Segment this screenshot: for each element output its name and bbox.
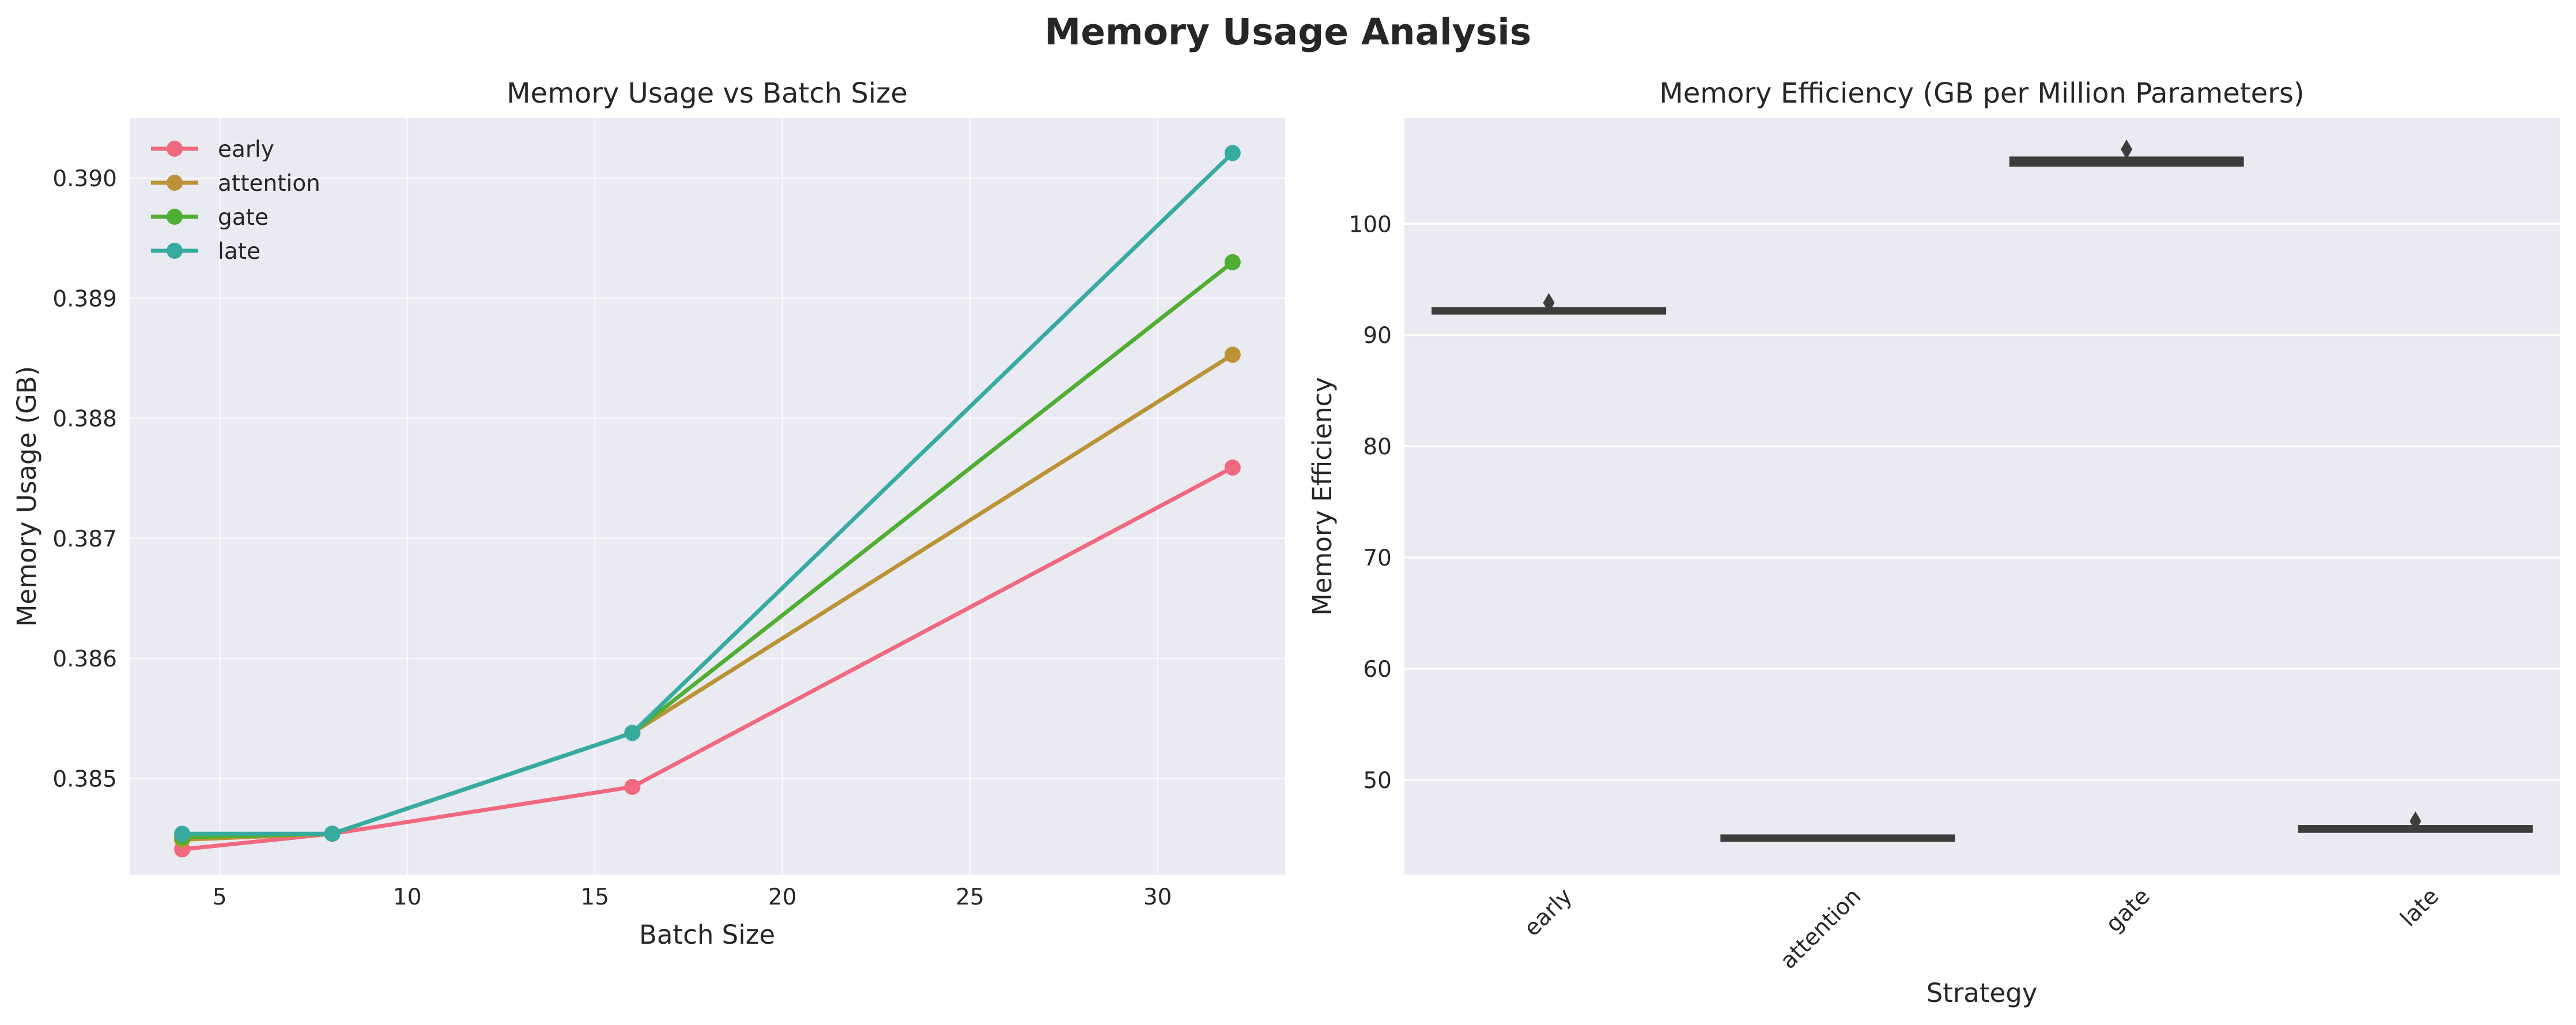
line-chart-y-axis-label: Memory Usage (GB)	[12, 366, 42, 627]
box-chart-boxes	[1431, 140, 2533, 842]
legend-label: attention	[218, 171, 320, 197]
box-chart-y-ticks: 50 60 70 80 90 100	[1349, 212, 1392, 794]
data-point-late	[174, 826, 191, 842]
data-point-late	[624, 725, 641, 741]
box-outlier	[2409, 811, 2422, 831]
y-tick-label: 80	[1363, 434, 1392, 460]
box-chart-x-axis-label: Strategy	[1927, 978, 2038, 1008]
y-tick-label: 0.386	[52, 646, 117, 672]
line-chart-x-ticks: 5 10 15 20 25 30	[213, 884, 1172, 910]
box-chart-title: Memory Efficiency (GB per Million Parame…	[1659, 77, 2304, 110]
legend-item-early: early	[151, 137, 274, 163]
legend-label: early	[218, 137, 274, 163]
box-outlier	[1543, 293, 1555, 313]
line-chart-plot-area	[130, 118, 1285, 875]
legend-item-attention: attention	[151, 171, 320, 197]
line-chart-y-ticks: 0.385 0.386 0.387 0.388 0.389 0.390	[52, 166, 117, 792]
line-chart-grid	[130, 118, 1285, 875]
legend-label: gate	[218, 205, 269, 231]
data-point-attention	[1224, 346, 1241, 363]
y-tick-label: 50	[1363, 768, 1392, 794]
data-point-gate	[1224, 254, 1241, 270]
x-tick-label: 25	[955, 884, 984, 910]
data-point-early	[624, 778, 641, 795]
y-tick-label: 90	[1363, 323, 1392, 349]
series-line-early	[180, 465, 1235, 851]
box-outlier	[2121, 140, 2133, 160]
legend-marker	[167, 243, 183, 259]
figure-title: Memory Usage Analysis	[1045, 11, 1532, 53]
box-early	[1431, 293, 1667, 315]
y-tick-label: 70	[1363, 545, 1392, 571]
data-point-early	[1224, 459, 1241, 476]
x-tick-label: 10	[393, 884, 422, 910]
legend-item-late: late	[151, 239, 260, 265]
data-point-late	[1224, 145, 1241, 161]
box-attention	[1720, 834, 1955, 842]
box-chart-grid	[1404, 223, 2560, 781]
box-late	[2298, 811, 2533, 833]
y-tick-label: 60	[1363, 657, 1392, 683]
legend-item-gate: gate	[151, 205, 269, 231]
line-chart-x-axis-label: Batch Size	[639, 920, 775, 950]
line-chart-series	[174, 145, 1241, 858]
legend-marker	[167, 175, 183, 191]
y-tick-label: 0.387	[52, 526, 117, 552]
y-tick-label: 100	[1349, 212, 1392, 238]
box-chart-y-axis-label: Memory Efficiency	[1307, 377, 1338, 616]
series-late	[174, 145, 1241, 842]
box-gate	[2009, 140, 2244, 167]
series-line-late	[180, 150, 1235, 836]
y-tick-label: 0.385	[52, 766, 117, 792]
line-chart-legend: early attention gate late	[151, 137, 320, 265]
data-point-late	[324, 826, 341, 842]
legend-label: late	[218, 239, 260, 265]
line-chart-title: Memory Usage vs Batch Size	[507, 77, 908, 110]
x-tick-label: 15	[580, 884, 609, 910]
x-tick-label: 20	[768, 884, 797, 910]
legend-marker	[167, 209, 183, 225]
x-tick-label: 30	[1143, 884, 1172, 910]
legend-marker	[167, 141, 183, 157]
box-chart-plot-area	[1404, 118, 2560, 875]
y-tick-label: 0.388	[52, 406, 117, 432]
x-tick-label: 5	[213, 884, 227, 910]
line-chart-panel: 5 10 15 20 25 30 0.3850.3860.3870.3880.3890.3…	[12, 77, 1285, 950]
y-tick-label: 0.389	[52, 286, 117, 312]
y-tick-label: 0.390	[52, 166, 117, 192]
